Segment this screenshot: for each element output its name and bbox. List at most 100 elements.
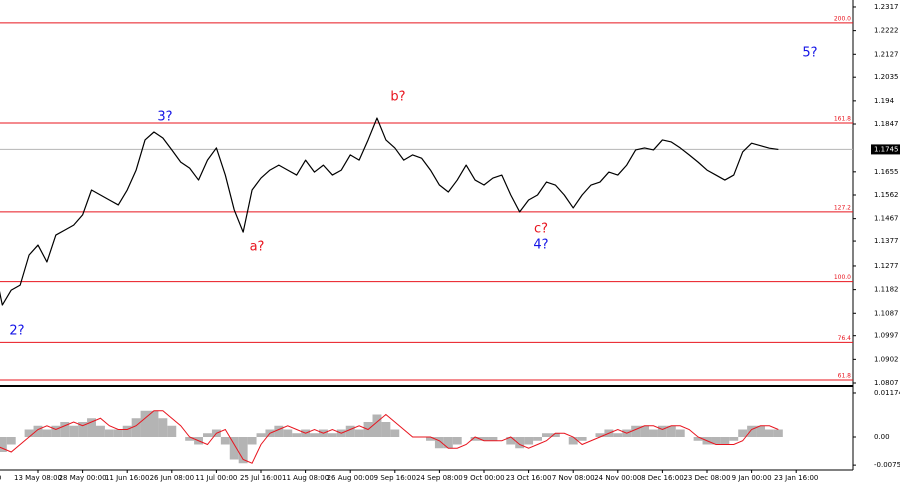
histogram-bar <box>158 418 168 437</box>
x-tick-label: 26 Jun 08:00 <box>150 474 194 482</box>
current-price-box <box>871 144 900 155</box>
y-tick-label: 1.2222 <box>874 27 899 35</box>
histogram-bar <box>524 437 534 445</box>
histogram-bar <box>764 429 774 437</box>
histogram-bar <box>292 433 302 437</box>
histogram-bar <box>541 433 551 437</box>
histogram-bar <box>220 437 230 445</box>
wave-label: 5? <box>802 46 817 61</box>
histogram-bar <box>247 437 257 445</box>
histogram-bar <box>506 437 516 445</box>
y-tick-label: 1.2035 <box>874 73 899 81</box>
histogram-bar <box>613 433 623 437</box>
histogram-bar <box>550 433 560 437</box>
histogram-bar <box>149 410 159 437</box>
x-tick-label: 24 Sep 08:00 <box>416 474 463 482</box>
histogram-bar <box>238 437 248 464</box>
x-tick-label: 9 Jan 00:00 <box>732 474 772 482</box>
histogram-bar <box>693 437 703 441</box>
y-tick-label: 1.0997 <box>874 332 899 340</box>
histogram-bar <box>738 429 748 437</box>
histogram-bar <box>87 418 96 437</box>
histogram-bar <box>533 437 542 441</box>
x-tick-label: 23 Jan 16:00 <box>774 474 818 482</box>
y-tick-label: 1.194 <box>874 97 895 105</box>
y-tick-label: 1.2127 <box>874 50 899 58</box>
level-label: 61.8 <box>838 373 852 380</box>
histogram-bar <box>729 437 739 441</box>
histogram-bar <box>51 425 61 437</box>
histogram-bar <box>167 425 177 437</box>
current-price-label: 1.1745 <box>874 145 899 153</box>
histogram-bar <box>488 437 498 441</box>
x-tick-label: 24 Nov 00:00 <box>594 474 641 482</box>
histogram-bar <box>131 418 141 437</box>
level-label: 127.2 <box>834 204 851 211</box>
histogram-bar <box>372 414 382 437</box>
x-tick-label: 9 Sep 16:00 <box>374 474 416 482</box>
x-tick-label: 23 Oct 16:00 <box>506 474 552 482</box>
histogram-bar <box>657 425 667 437</box>
histogram-bar <box>568 437 578 445</box>
y-tick-label: 1.0902 <box>874 355 899 363</box>
histogram-bar <box>631 425 641 437</box>
histogram-bar <box>6 437 16 445</box>
histogram-bar <box>452 437 462 445</box>
histogram-bar <box>711 437 721 445</box>
x-tick-label: 7 Nov 08:00 <box>552 474 595 482</box>
histogram-bar <box>0 437 7 452</box>
x-tick-label: 11 Aug 08:00 <box>282 474 329 482</box>
level-label: 161.8 <box>834 116 851 123</box>
histogram-bar <box>69 425 79 437</box>
histogram-bar <box>640 425 650 437</box>
wave-label: 3? <box>157 110 172 125</box>
histogram-bar <box>747 425 757 437</box>
histogram-bar <box>443 437 453 449</box>
y-tick-label: 1.1847 <box>874 120 899 128</box>
wave-label: c? <box>534 222 548 237</box>
histogram-bar <box>773 429 783 437</box>
histogram-bar <box>185 437 195 441</box>
histogram-bar <box>354 429 364 437</box>
y-tick-label: 1.1087 <box>874 309 899 317</box>
wave-label: b? <box>390 90 405 105</box>
histogram-bar <box>24 429 34 437</box>
histogram-bar <box>104 429 114 437</box>
level-label: 100.0 <box>834 274 851 281</box>
histogram-bar <box>203 433 212 437</box>
histogram-bar <box>42 429 52 437</box>
histogram-bar <box>756 425 765 437</box>
x-tick-label: 9 Oct 00:00 <box>463 474 504 482</box>
x-tick-label: 11 Jun 16:00 <box>105 474 149 482</box>
y-tick-label: 1.0807 <box>874 379 899 387</box>
y-tick-label: 1.1277 <box>874 262 899 270</box>
histogram-bar <box>140 410 150 437</box>
histogram-bar <box>122 425 132 437</box>
signal-line <box>0 410 779 464</box>
x-tick-label: 25 Jul 16:00 <box>240 474 282 482</box>
histogram-bar <box>274 425 284 437</box>
histogram-bar <box>327 433 337 437</box>
histogram-bar <box>666 425 676 437</box>
plot-background <box>0 0 853 470</box>
histogram-bar <box>95 425 105 437</box>
x-tick-label: 23 Dec 08:00 <box>683 474 730 482</box>
y-tick-label: 1.1377 <box>874 237 899 245</box>
y-tick-label: -0.0075 <box>874 461 900 469</box>
level-label: 200.0 <box>834 15 851 22</box>
y-tick-label: 1.1655 <box>874 168 899 176</box>
histogram-bar <box>434 437 444 449</box>
histogram-bar <box>426 437 435 441</box>
histogram-bar <box>479 437 489 441</box>
x-tick-label: 6:00 <box>0 474 1 482</box>
y-tick-label: 0.00 <box>874 433 890 441</box>
histogram-bar <box>720 437 730 445</box>
histogram-bar <box>78 422 88 437</box>
x-tick-label: 28 May 00:00 <box>59 474 107 482</box>
histogram-bar <box>649 429 658 437</box>
histogram-bar <box>515 437 525 449</box>
y-tick-label: 0.01174 <box>874 389 900 397</box>
histogram-bar <box>310 433 319 437</box>
histogram-bar <box>229 437 239 460</box>
